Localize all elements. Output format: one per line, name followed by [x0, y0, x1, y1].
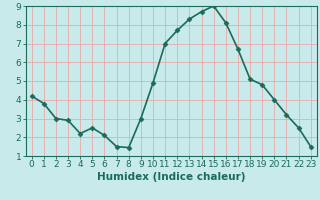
X-axis label: Humidex (Indice chaleur): Humidex (Indice chaleur)	[97, 172, 245, 182]
